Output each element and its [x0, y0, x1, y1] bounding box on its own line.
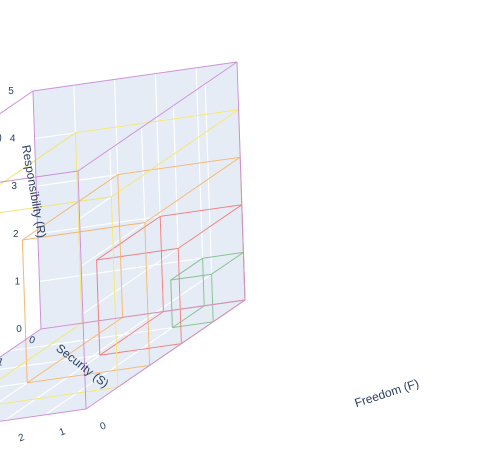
cube-edge [26, 316, 123, 384]
cube-edge [96, 247, 179, 261]
cube-edge [172, 305, 205, 329]
z-tick-label: 1 [15, 276, 21, 287]
z-tick-label: 4 [10, 134, 16, 145]
cube-edge [170, 279, 173, 328]
cube-edge [0, 408, 87, 422]
cube-edge [32, 61, 238, 92]
cube-edge [40, 299, 246, 330]
cube-edge [117, 156, 241, 176]
pane-freedom-responsibility [33, 62, 245, 329]
cube-wireframes [0, 61, 246, 422]
cube-edge [170, 257, 203, 281]
cube-edge [22, 174, 119, 241]
pane-floor [0, 300, 245, 422]
cube-edge [77, 61, 238, 172]
cube-edge [172, 321, 214, 329]
cube-edge [159, 216, 164, 312]
cube-edge [0, 196, 112, 214]
cube-edge [27, 364, 150, 384]
cube-edge [144, 222, 151, 366]
cube-edge [211, 274, 214, 322]
z-tick-label: 5 [8, 86, 14, 97]
cube-edge [74, 132, 83, 324]
cube-edge [236, 61, 246, 301]
cube-edge [170, 273, 212, 281]
y-tick-label: 0 [27, 335, 36, 347]
cube-edge [85, 299, 246, 410]
cube-5 [0, 61, 246, 422]
cube-edge [0, 132, 76, 186]
cube-edge [177, 248, 182, 344]
cube-edge [202, 258, 205, 306]
x-tick-label: 2 [17, 432, 26, 444]
cube-edge [111, 109, 239, 198]
cube-edge [177, 204, 243, 249]
cube-edge [202, 251, 244, 259]
cube-edge [96, 259, 101, 356]
cube-edge [160, 204, 242, 217]
cube-edge [110, 196, 119, 388]
cube-edge [99, 311, 164, 356]
z-tick-label: 0 [16, 324, 22, 335]
y-tick-label: 1 [0, 356, 5, 368]
z-tick-label: 2 [13, 229, 19, 240]
cube-edge [117, 174, 124, 318]
cube-edge [99, 343, 182, 356]
x-tick-label: 0 [99, 420, 108, 432]
z-tick-label: 3 [11, 181, 17, 192]
cube-edge [211, 251, 244, 275]
cube-edge [0, 170, 79, 183]
data-points: P=(4, 3, 5) [0, 133, 2, 144]
tick-labels: 012345012345012345 [0, 86, 108, 444]
cube-edge [21, 239, 28, 383]
cube-edge [32, 90, 42, 330]
cube-edge [144, 156, 241, 224]
cube-edge [22, 222, 145, 241]
x-axis-title: Freedom (F) [353, 376, 421, 410]
cube-edge [77, 170, 87, 410]
cube-edge [0, 386, 118, 405]
x-tick-label: 1 [58, 426, 67, 438]
cube-edge [0, 328, 42, 358]
cube-edge [0, 322, 83, 380]
cube-edge [0, 90, 34, 115]
axis-panes [0, 62, 245, 422]
cube-edge [96, 215, 161, 261]
point-label: P=(4, 3, 5) [0, 133, 2, 144]
cube-edge [75, 109, 239, 134]
